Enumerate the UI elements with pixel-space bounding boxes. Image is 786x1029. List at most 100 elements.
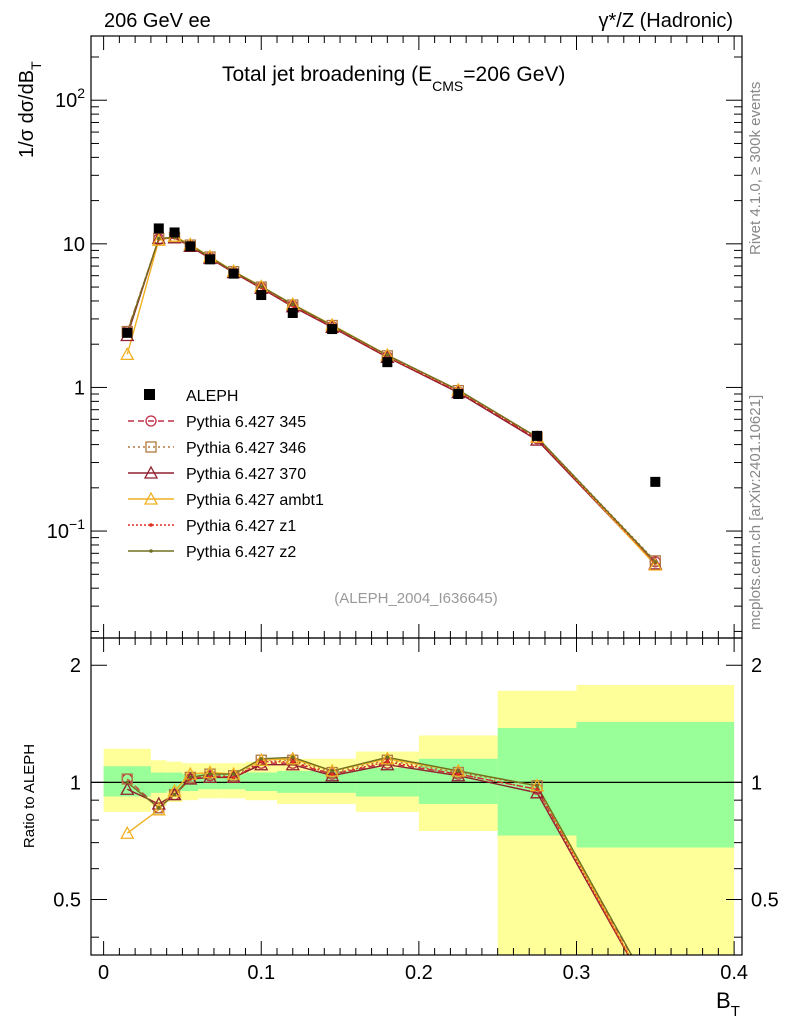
ratio-series-marker-4 (231, 775, 236, 780)
ratio-series-marker-1 (452, 766, 464, 779)
ratio-band-green (576, 721, 735, 848)
legend-label: Pythia 6.427 345 (186, 414, 306, 431)
ratio-series-marker-3 (120, 825, 135, 839)
ratio-y-tick-label-left: 0.5 (53, 889, 81, 911)
aleph-data-point (122, 327, 133, 338)
ratio-series-marker-5 (259, 756, 264, 761)
ratio-axes: 0.5 0.5 1 1 2 2 0 0.1 0.2 0.3 0.4 (53, 638, 779, 984)
ratio-series-marker-1 (204, 768, 216, 780)
ratio-y-tick-label-right: 2 (751, 655, 762, 677)
legend-label: Pythia 6.427 ambt1 (186, 492, 324, 509)
aleph-data-point (205, 254, 216, 265)
legend-label: Pythia 6.427 346 (186, 440, 306, 457)
ratio-series-marker-3 (380, 751, 395, 765)
main-series-marker-5 (259, 284, 264, 289)
ratio-series-marker-5 (385, 755, 390, 760)
ratio-y-tick-label-left: 2 (70, 655, 81, 677)
ratio-series-marker-5 (330, 769, 334, 773)
xlabel: BT (716, 988, 740, 1020)
legend-marker (143, 465, 159, 479)
legend-label: Pythia 6.427 z2 (186, 544, 296, 561)
ratio-series-marker-5 (535, 783, 539, 788)
main-title-text: Total jet broadening (E (222, 63, 432, 86)
ratio-series-marker-5 (290, 755, 295, 760)
main-y-tick-label: 10−1 (47, 516, 85, 543)
legend: ALEPH Pythia 6.427 345 Pythia 6.427 346 Pyt… (128, 388, 324, 561)
ratio-series-marker-3 (254, 752, 269, 766)
ratio-series-marker-5 (172, 792, 177, 797)
header-left: 206 GeV ee (104, 10, 211, 32)
ratio-y-tick-label-right: 0.5 (751, 889, 779, 911)
ratio-series-marker-4 (259, 759, 264, 764)
main-series-marker-5 (290, 302, 295, 307)
aleph-data-point (287, 307, 298, 318)
legend-marker (143, 491, 159, 505)
ratio-series-marker-4 (290, 759, 295, 764)
main-series-marker-5 (385, 353, 390, 357)
ratio-series-markers (120, 751, 545, 839)
aleph-data-point (185, 241, 196, 252)
ratio-series-marker-5 (208, 772, 212, 776)
legend-aleph-label: ALEPH (186, 388, 238, 405)
legend-marker (149, 549, 153, 553)
aleph-data-points (122, 223, 661, 487)
ratio-y-tick-label-right: 1 (751, 772, 762, 794)
x-tick-label: 0.1 (247, 962, 275, 984)
x-tick-label: 0.4 (720, 962, 748, 984)
main-series-marker-1 (649, 555, 661, 567)
x-tick-label: 0.2 (405, 962, 433, 984)
legend-label: Pythia 6.427 z1 (186, 518, 296, 535)
ratio-series-marker-4 (385, 759, 390, 764)
main-title: Total jet broadening (ECMS=206 GeV) (222, 63, 565, 94)
legend-marker (149, 523, 153, 527)
aleph-data-point (153, 223, 164, 234)
legend-label: Pythia 6.427 370 (186, 466, 306, 483)
ratio-series-marker-4 (330, 772, 334, 776)
main-ylabel-sub: T (28, 61, 44, 70)
ratio-series-marker-2 (120, 781, 135, 795)
ratio-series-marker-2 (325, 768, 340, 782)
aleph-data-point (256, 290, 267, 301)
aleph-data-point (532, 430, 543, 441)
header-right: γ*/Z (Hadronic) (599, 10, 733, 32)
ratio-series-marker-1 (287, 754, 299, 766)
main-y-tick-label: 1 (74, 377, 85, 399)
analysis-label: (ALEPH_2004_I636645) (334, 590, 497, 607)
x-tick-label: 0 (98, 962, 109, 984)
ratio-series-marker-1 (326, 766, 338, 779)
ratio-series-marker-1 (381, 754, 393, 766)
ratio-series-marker-3 (151, 802, 166, 816)
ratio-series-marker-3 (325, 763, 340, 777)
ratio-y-tick-label-left: 1 (70, 772, 81, 794)
ratio-series-marker-5 (231, 772, 236, 776)
main-series-marker-5 (653, 560, 658, 564)
ratio-series-marker-4 (535, 787, 539, 792)
main-title-sub: CMS (432, 78, 463, 94)
main-series-marker-3 (648, 557, 663, 571)
ratio-series-marker-2 (254, 757, 269, 771)
ratio-series-marker-5 (188, 775, 193, 780)
aleph-data-point (327, 324, 338, 335)
main-ylabel: 1/σ dσ/dBT (16, 61, 44, 158)
ratio-uncertainty-bands (91, 684, 742, 955)
main-series-marker-5 (156, 236, 161, 241)
ratio-series-marker-2 (167, 787, 182, 801)
main-series-marker-3 (151, 232, 166, 246)
aleph-data-point (382, 357, 393, 368)
legend-marker (145, 441, 157, 453)
main-title-tail: =206 GeV) (463, 63, 565, 86)
ratio-series-marker-3 (451, 763, 466, 777)
legend-marker (145, 415, 157, 427)
aleph-data-point (169, 227, 180, 238)
ratio-series-marker-5 (456, 769, 461, 773)
ratio-series-marker-2 (226, 770, 241, 784)
main-y-tick-label: 10 (63, 234, 85, 256)
x-tick-label: 0.3 (563, 962, 591, 984)
ratio-series-marker-4 (456, 772, 461, 776)
ratio-series-marker-2 (529, 785, 545, 799)
aleph-data-point (650, 476, 661, 487)
main-axes: 10−1 1 10 102 (47, 36, 742, 638)
legend-aleph-marker (144, 389, 155, 400)
